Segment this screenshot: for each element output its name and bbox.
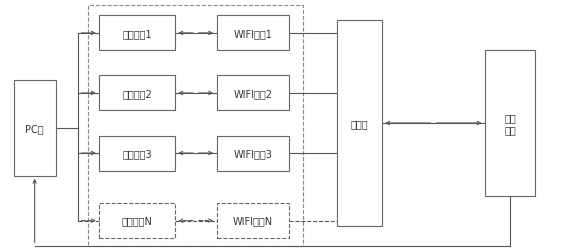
Bar <box>99 203 175 238</box>
Bar <box>217 16 289 51</box>
Bar <box>217 136 289 171</box>
Bar <box>99 16 175 51</box>
Text: 中继代理N: 中继代理N <box>121 216 152 226</box>
Text: PC机: PC机 <box>25 123 44 134</box>
Text: 中继代理1: 中继代理1 <box>122 29 152 39</box>
Text: WIFI模块2: WIFI模块2 <box>234 89 273 99</box>
Text: WIFI模块3: WIFI模块3 <box>234 148 273 159</box>
Bar <box>99 136 175 171</box>
Bar <box>217 76 289 111</box>
Bar <box>13 81 56 176</box>
Bar <box>337 21 382 226</box>
Bar <box>485 51 536 196</box>
Bar <box>99 76 175 111</box>
Text: 测试
仪器: 测试 仪器 <box>505 113 516 134</box>
Bar <box>88 6 303 246</box>
Text: 中继代理3: 中继代理3 <box>122 148 152 159</box>
Bar <box>217 203 289 238</box>
Text: 合路器: 合路器 <box>351 118 368 129</box>
Text: 中继代理2: 中继代理2 <box>122 89 152 99</box>
Text: WIFI模块1: WIFI模块1 <box>234 29 273 39</box>
Text: WIFI模块N: WIFI模块N <box>233 216 273 226</box>
